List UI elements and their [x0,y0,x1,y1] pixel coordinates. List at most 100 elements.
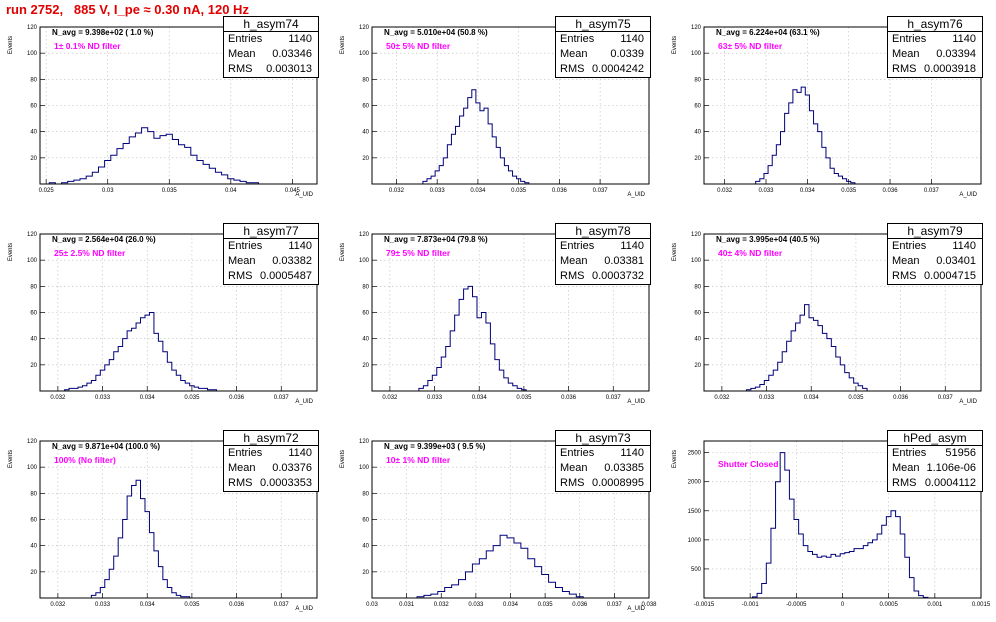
stats-value-rms: 0.0003732 [592,270,644,282]
x-tick-label: 0.034 [804,395,820,401]
x-tick-label: 0.034 [140,602,156,608]
x-tick-label: 0.032 [434,602,450,608]
x-tick-label: 0.037 [607,602,623,608]
y-axis-title: Events [340,243,346,261]
x-tick-label: 0.032 [714,395,730,401]
stats-box: h_asym77 Entries 1140 Mean 0.03382 RMS 0.00054… [223,223,319,285]
stats-label-rms: RMS [892,477,917,489]
stats-value-mean: 0.03401 [936,255,976,267]
x-tick-label: 0.034 [140,395,156,401]
stats-box: hPed_asym Entries 51956 Mean 1.106e-06 RMS 0.0… [887,430,983,492]
stats-box: h_asym73 Entries 1140 Mean 0.03385 RMS 0.00089… [555,430,651,492]
stats-value-mean: 0.03381 [604,255,644,267]
x-tick-label: 0.032 [382,395,398,401]
y-tick-label: 60 [694,104,701,110]
stats-value-mean: 0.03385 [604,462,644,474]
y-tick-label: 80 [30,284,37,290]
stats-label-rms: RMS [228,477,253,489]
y-tick-label: 60 [694,311,701,317]
stats-row-mean: Mean 0.03382 [224,254,318,269]
histogram-series [745,304,868,391]
histogram-name: hPed_asym [888,431,982,446]
y-axis-title: Events [8,243,14,261]
stats-value-entries: 1140 [952,240,976,252]
stats-value-entries: 1140 [288,33,312,45]
x-tick-label: 0 [841,602,845,608]
stats-label-entries: Entries [228,240,263,252]
stats-value-entries: 1140 [288,240,312,252]
y-tick-label: 80 [362,77,369,83]
stats-value-mean: 1.106e-06 [926,462,976,474]
stats-label-rms: RMS [560,477,585,489]
x-tick-label: 0.033 [95,602,111,608]
histogram-series [751,452,929,598]
stats-row-rms: RMS 0.0004715 [888,269,982,284]
x-axis-title: A_UID [627,606,645,612]
histogram-plot: 0.032 0.033 0.034 0.035 0.036 0.037 20 40 60 80 10… [340,25,650,198]
x-tick-label: -0.0005 [786,602,807,608]
x-axis-title: A_UID [295,399,313,405]
histogram-name: h_asym73 [556,431,650,446]
filter-label: 25± 2.5% ND filter [54,248,126,258]
stats-row-mean: Mean 0.03381 [556,254,650,269]
filter-label: 40± 4% ND filter [718,248,783,258]
stats-value-entries: 1140 [288,447,312,459]
stats-label-mean: Mean [560,48,588,60]
x-tick-label: 0.0015 [972,602,991,608]
stats-value-entries: 1140 [620,240,644,252]
y-tick-label: 2500 [688,451,702,457]
x-tick-label: 0.032 [389,188,405,194]
x-axis-title: A_UID [959,399,977,405]
stats-label-rms: RMS [228,270,253,282]
y-tick-label: 80 [362,284,369,290]
x-tick-label: 0.035 [848,395,864,401]
x-tick-label: 0.037 [938,395,954,401]
stats-row-mean: Mean 0.0339 [556,47,650,62]
stats-label-entries: Entries [560,240,595,252]
stats-value-entries: 1140 [952,33,976,45]
stats-value-rms: 0.0003353 [260,477,312,489]
histogram-pad-h_asym73: 0.03 0.031 0.032 0.033 0.034 0.035 0.036 0.037 0… [332,414,664,621]
stats-label-mean: Mean [228,255,256,267]
stats-row-mean: Mean 0.03394 [888,47,982,62]
x-tick-label: 0.035 [516,395,532,401]
stats-row-entries: Entries 1140 [224,239,318,254]
histogram-pad-h_asym76: 0.032 0.033 0.034 0.035 0.036 0.037 20 40 60 80 10… [664,0,996,207]
stats-row-entries: Entries 1140 [556,32,650,47]
x-tick-label: 0.045 [285,188,301,194]
stats-value-mean: 0.03394 [936,48,976,60]
histogram-name: h_asym74 [224,17,318,32]
x-tick-label: 0.035 [841,188,857,194]
stats-label-mean: Mean [892,48,920,60]
y-axis-title: Events [672,36,678,54]
x-tick-label: 0.035 [162,188,178,194]
stats-row-mean: Mean 1.106e-06 [888,461,982,476]
histogram-series [755,86,856,184]
stats-row-entries: Entries 1140 [556,446,650,461]
histogram-plot: 0.032 0.033 0.034 0.035 0.036 0.037 20 40 60 80 10… [8,439,318,612]
y-tick-label: 100 [359,465,370,471]
y-tick-label: 80 [30,77,37,83]
histogram-plot: 0.032 0.033 0.034 0.035 0.036 0.037 20 40 60 80 10… [8,232,318,405]
stats-label-entries: Entries [228,447,263,459]
stats-value-mean: 0.03382 [272,255,312,267]
x-tick-label: 0.036 [572,602,588,608]
x-tick-label: 0.036 [552,188,568,194]
x-tick-label: 0.034 [470,188,486,194]
histogram-name: h_asym78 [556,224,650,239]
y-tick-label: 40 [694,130,701,136]
stats-label-entries: Entries [892,33,927,45]
stats-value-entries: 1140 [620,447,644,459]
y-tick-label: 80 [30,491,37,497]
x-tick-label: 0.033 [95,395,111,401]
stats-row-entries: Entries 1140 [224,32,318,47]
y-tick-label: 120 [27,25,38,31]
y-tick-label: 100 [691,258,702,264]
x-axis-title: A_UID [295,192,313,198]
filter-label: 50± 5% ND filter [386,41,451,51]
x-tick-label: 0.035 [511,188,527,194]
x-tick-label: 0.031 [399,602,415,608]
y-tick-label: 40 [30,337,37,343]
stats-label-entries: Entries [560,33,595,45]
x-tick-label: 0.025 [39,188,55,194]
